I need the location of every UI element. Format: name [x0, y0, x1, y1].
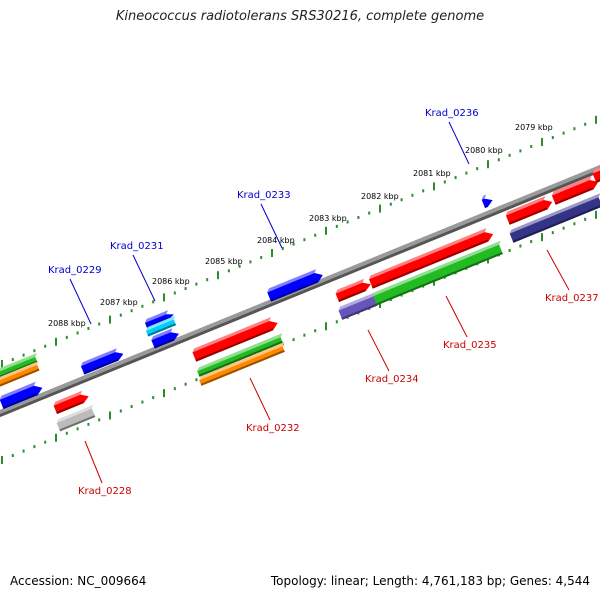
gene-feature [369, 228, 494, 289]
gene-label: Krad_0233 [237, 190, 291, 201]
gene-feature [592, 165, 600, 183]
gene-feature [145, 315, 177, 337]
gene-feature [0, 360, 40, 388]
gene-feature [0, 381, 43, 409]
gene-label: Krad_0229 [48, 265, 102, 276]
gene-label: Krad_0234 [365, 374, 419, 385]
leader-line [132, 254, 156, 302]
leader-line [448, 121, 470, 165]
gene-feature [509, 193, 600, 243]
gene-feature [151, 328, 179, 349]
gene-feature [481, 194, 493, 209]
leader-line [69, 278, 92, 325]
kbp-label: 2083 kbp [309, 214, 347, 223]
gene-feature [53, 390, 89, 414]
kbp-label: 2081 kbp [413, 169, 451, 178]
kbp-label: 2084 kbp [257, 236, 295, 245]
kbp-label: 2085 kbp [205, 257, 243, 266]
gene-feature [197, 333, 283, 377]
leader-line [84, 440, 103, 484]
gene-label: Krad_0231 [110, 241, 164, 252]
gene-label: Krad_0237 [545, 293, 599, 304]
gene-label: Krad_0235 [443, 340, 497, 351]
gene-label: Krad_0232 [246, 423, 300, 434]
gene-feature [267, 269, 323, 302]
gene-feature [199, 342, 285, 386]
gene-feature [192, 317, 278, 362]
leader-line [367, 329, 390, 372]
gene-feature [80, 348, 124, 375]
genome-title: Kineococcus radiotolerans SRS30216, comp… [115, 9, 485, 24]
kbp-label: 2080 kbp [465, 146, 503, 155]
ruler-top [1, 115, 597, 368]
gene-feature [551, 176, 599, 205]
accession-text: Accession: NC_009664 [10, 574, 147, 588]
leader-line [445, 295, 468, 338]
gene-label: Krad_0236 [425, 108, 479, 119]
gene-label: Krad_0228 [78, 486, 132, 497]
gene-feature [335, 278, 371, 302]
kbp-label: 2088 kbp [48, 319, 86, 328]
gene-labels: Krad_0229 Krad_0231 Krad_0233 Krad_0236 Krad… [48, 108, 599, 497]
gene-feature [338, 292, 378, 320]
kbp-label: 2082 kbp [361, 192, 399, 201]
topology-text: Topology: linear; Length: 4,761,183 bp; … [270, 574, 590, 588]
label-leaders [69, 121, 570, 484]
gene-features [0, 165, 600, 432]
kbp-labels: 2088 kbp 2087 kbp 2086 kbp 2085 kbp 2084 kbp… [48, 123, 553, 328]
kbp-label: 2079 kbp [515, 123, 553, 132]
gene-feature [373, 240, 503, 306]
kbp-label: 2086 kbp [152, 277, 190, 286]
leader-line [546, 249, 570, 291]
leader-line [249, 377, 271, 421]
kbp-label: 2087 kbp [100, 298, 138, 307]
gene-feature [56, 404, 96, 432]
leader-line [260, 203, 283, 249]
gene-feature [505, 196, 553, 225]
